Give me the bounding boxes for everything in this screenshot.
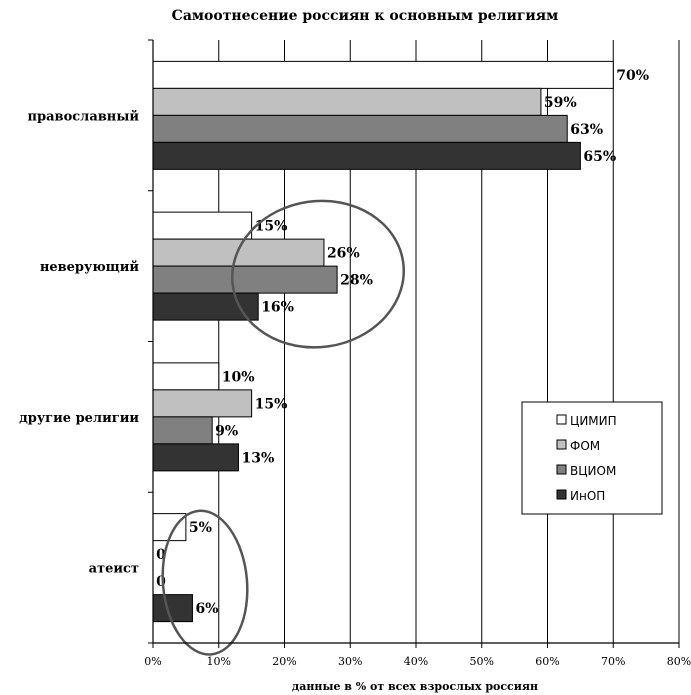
x-tick-label: 80%: [667, 655, 691, 668]
x-tick-label: 70%: [601, 655, 625, 668]
legend: ЦИМИП ФОМ ВЦИОМ ИнОП: [521, 401, 663, 515]
bars: 70%59%63%65%15%26%28%16%10%15%9%13%5%006…: [152, 60, 649, 623]
legend-swatch: [556, 439, 567, 450]
data-label: 6%: [195, 601, 218, 617]
bar: [152, 443, 239, 472]
bar: [152, 594, 193, 623]
data-label: 65%: [583, 149, 616, 165]
data-label: 70%: [616, 68, 649, 84]
data-label: 0: [156, 547, 166, 563]
bar: [152, 416, 213, 445]
data-label: 16%: [261, 300, 294, 316]
category-label: другие религии: [19, 411, 139, 426]
axes: [148, 39, 679, 644]
bar: [152, 87, 542, 116]
bar: [152, 211, 253, 240]
data-label: 5%: [189, 520, 212, 536]
bar: [152, 362, 220, 391]
x-tick-label: 0%: [144, 655, 161, 668]
bar: [152, 265, 338, 294]
category-label: православный: [28, 109, 140, 124]
legend-swatch: [556, 464, 567, 475]
data-label: 26%: [327, 246, 360, 262]
x-tick-label: 50%: [470, 655, 494, 668]
x-tick-label: 40%: [404, 655, 428, 668]
x-tick-label: 30%: [338, 655, 362, 668]
data-label: 63%: [570, 122, 603, 138]
data-label: 13%: [241, 450, 274, 466]
bar: [152, 292, 259, 321]
annotation-ellipse-nonbeliever: [230, 199, 406, 349]
annotation-ellipse-atheist: [161, 509, 249, 656]
x-axis-label: данные в % от всех взрослых россиян: [292, 680, 538, 693]
bar: [152, 389, 253, 418]
x-tick-labels: 0% 10% 20% 30% 40% 50% 60% 70% 80%: [144, 655, 691, 668]
bar: [152, 60, 614, 89]
legend-label: ВЦИОМ: [570, 464, 616, 478]
legend-box: [521, 401, 663, 515]
category-label: атеист: [89, 562, 139, 577]
x-tick-label: 20%: [272, 655, 296, 668]
chart-title: Самоотнесение россиян к основным религия…: [172, 8, 559, 24]
x-tick-label: 10%: [207, 655, 231, 668]
annotations: [161, 199, 406, 656]
legend-label: ЦИМИП: [570, 414, 617, 428]
category-label: неверующий: [40, 260, 140, 275]
legend-label: ИнОП: [570, 489, 605, 503]
legend-label: ФОМ: [570, 439, 600, 453]
legend-swatch: [556, 414, 567, 425]
data-label: 15%: [255, 396, 288, 412]
x-tick-label: 60%: [535, 655, 559, 668]
data-label: 28%: [340, 273, 373, 289]
data-label: 9%: [215, 423, 238, 439]
data-label: 10%: [222, 369, 255, 385]
bar: [152, 141, 581, 170]
data-label: 15%: [255, 219, 288, 235]
data-label: 59%: [544, 95, 577, 111]
category-labels: православный неверующий другие религии атеи…: [19, 109, 139, 576]
data-label: 0: [156, 574, 166, 590]
bar: [152, 114, 568, 143]
legend-swatch: [556, 489, 567, 500]
